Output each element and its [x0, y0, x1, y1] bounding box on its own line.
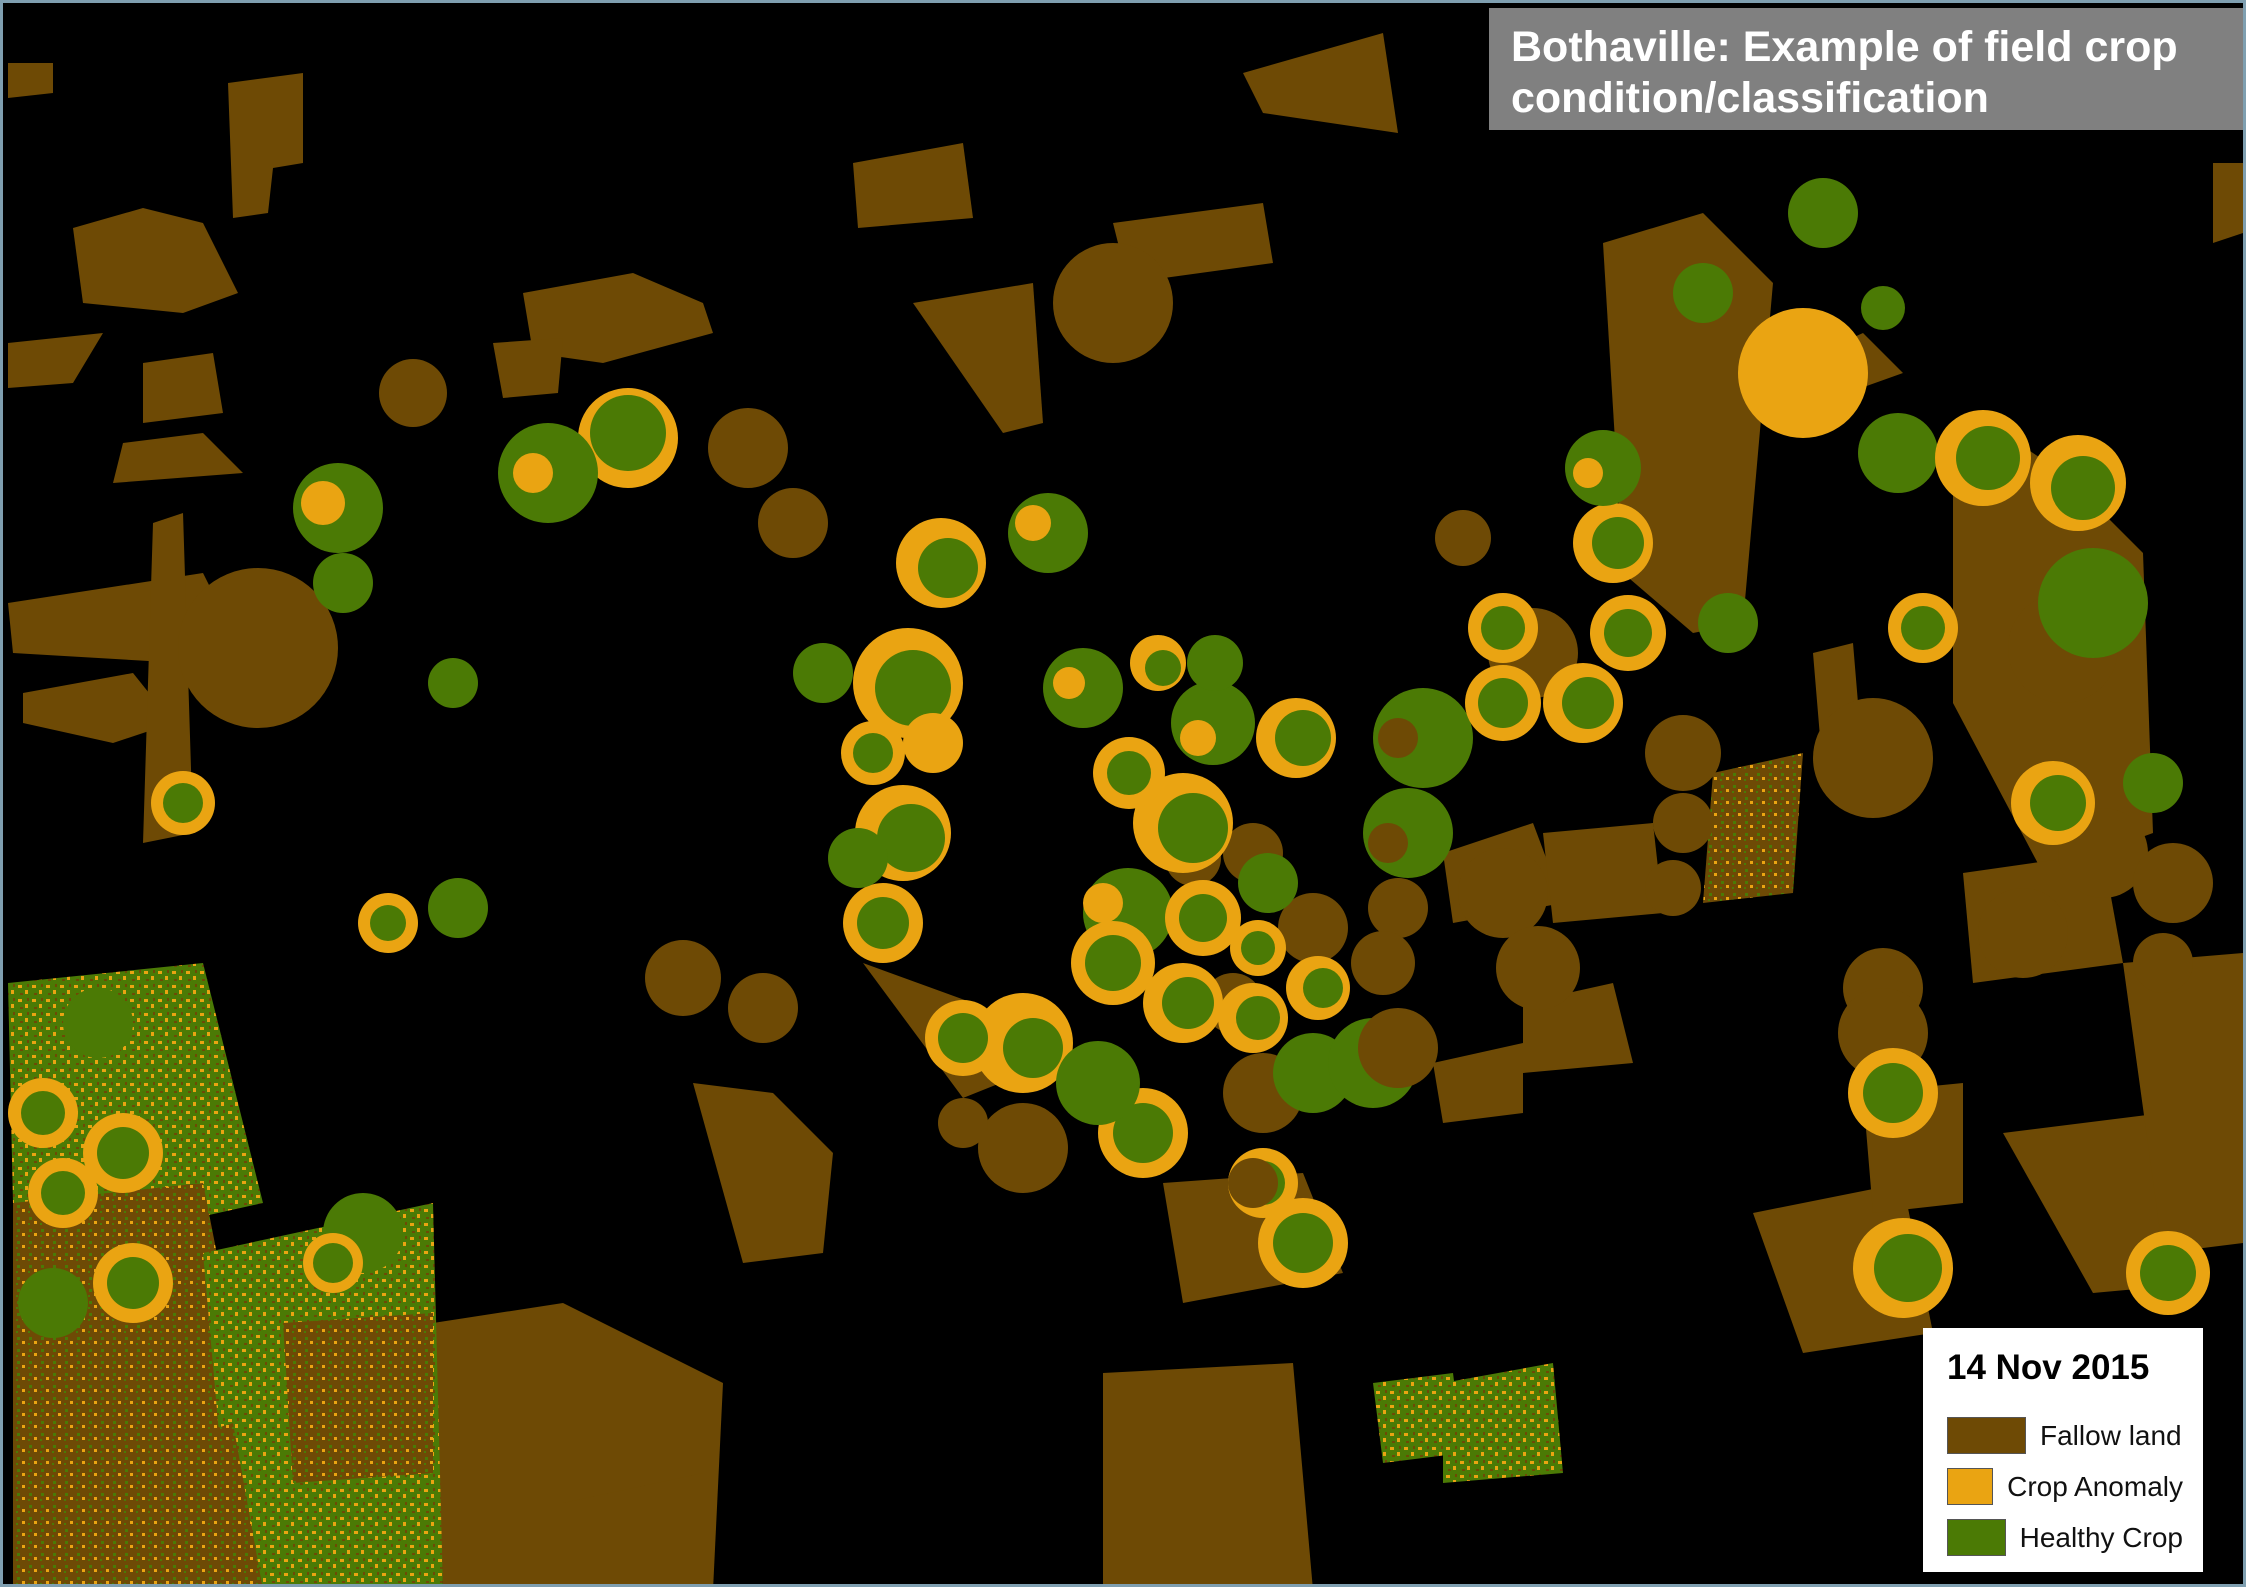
legend-item-fallow: Fallow land	[1947, 1410, 2183, 1461]
legend-label-healthy-crop: Healthy Crop	[2019, 1521, 2183, 1553]
map-legend: 14 Nov 2015 Fallow land Crop Anomaly Hea…	[1923, 1328, 2203, 1572]
map-title: Bothaville: Example of field crop condit…	[1489, 8, 2243, 130]
legend-label-fallow: Fallow land	[2040, 1419, 2182, 1451]
pivot-fields-fallow	[178, 243, 2213, 1193]
legend-label-crop-anomaly: Crop Anomaly	[2007, 1470, 2183, 1502]
field-map[interactable]	[3, 3, 2246, 1587]
map-title-line2: condition/classification	[1511, 74, 1989, 122]
pivot-fields-healthy	[8, 178, 2210, 1338]
map-title-line1: Bothaville: Example of field crop	[1511, 23, 2178, 71]
legend-swatch-crop-anomaly	[1947, 1468, 1994, 1505]
legend-date: 14 Nov 2015	[1947, 1348, 2150, 1387]
legend-item-healthy-crop: Healthy Crop	[1947, 1512, 2183, 1563]
legend-swatch-fallow	[1947, 1417, 2026, 1454]
legend-swatch-healthy-crop	[1947, 1519, 2006, 1556]
fallow-fields	[8, 33, 2243, 1584]
legend-item-crop-anomaly: Crop Anomaly	[1947, 1461, 2183, 1512]
